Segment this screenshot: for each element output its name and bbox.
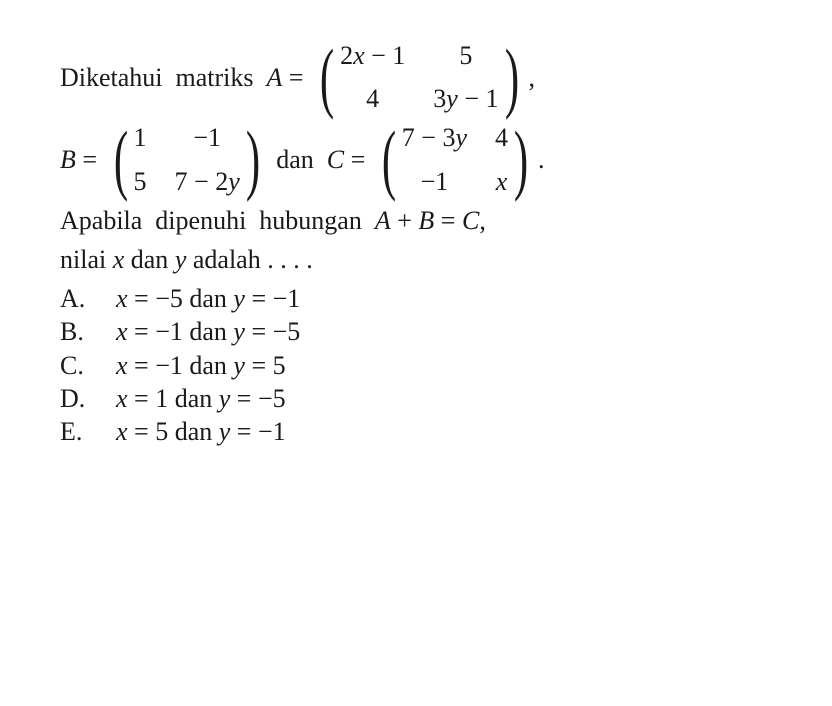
comma-1: , — [528, 62, 535, 93]
matrix-C-r1c1: 7 − 3y — [402, 122, 467, 153]
period-1: . — [538, 144, 545, 175]
equals-4: = — [434, 205, 462, 236]
option-text: x = 5 dan y = −1 — [116, 416, 286, 447]
option-label: D. — [60, 383, 96, 414]
matrix-C-r1c2: 4 — [495, 122, 508, 153]
text-diketahui: Diketahui matriks — [60, 62, 267, 93]
left-paren-icon: ( — [320, 44, 334, 110]
expr-B: B — [418, 205, 434, 236]
matrix-C: ( 7 − 3y 4 −1 x ) — [376, 122, 534, 196]
option-text: x = −5 dan y = −1 — [116, 283, 300, 314]
option-label: B. — [60, 316, 96, 347]
left-paren-icon: ( — [382, 126, 396, 192]
option-e: E. x = 5 dan y = −1 — [60, 416, 772, 447]
matrix-A: ( 2x − 1 5 4 3y − 1 ) — [314, 40, 524, 114]
equals-2: = — [76, 144, 104, 175]
option-label: A. — [60, 283, 96, 314]
problem-line-1: Diketahui matriks A = ( 2x − 1 5 4 3y − … — [60, 40, 772, 114]
right-paren-icon: ) — [514, 126, 528, 192]
option-text: x = −1 dan y = 5 — [116, 350, 286, 381]
matrix-B-body: 1 −1 5 7 − 2y — [134, 122, 240, 196]
option-d: D. x = 1 dan y = −5 — [60, 383, 772, 414]
matrix-A-r1c1: 2x − 1 — [340, 40, 405, 71]
problem-line-4: nilai x dan y adalah . . . . — [60, 244, 772, 275]
matrix-B-r1c1: 1 — [134, 122, 147, 153]
right-paren-icon: ) — [504, 44, 518, 110]
option-text: x = 1 dan y = −5 — [116, 383, 286, 414]
expr-A: A — [375, 205, 391, 236]
plus: + — [391, 205, 419, 236]
var-y: y — [175, 244, 187, 275]
text-apabila: Apabila dipenuhi hubungan — [60, 205, 375, 236]
matrix-A-r2c1: 4 — [340, 83, 405, 114]
matrix-B: ( 1 −1 5 7 − 2y ) — [108, 122, 266, 196]
option-label: C. — [60, 350, 96, 381]
answer-options: A. x = −5 dan y = −1 B. x = −1 dan y = −… — [60, 283, 772, 447]
comma-2: , — [479, 205, 486, 236]
option-b: B. x = −1 dan y = −5 — [60, 316, 772, 347]
matrix-C-body: 7 − 3y 4 −1 x — [402, 122, 508, 196]
option-a: A. x = −5 dan y = −1 — [60, 283, 772, 314]
right-paren-icon: ) — [246, 126, 260, 192]
matrix-A-body: 2x − 1 5 4 3y − 1 — [340, 40, 498, 114]
text-nilai: nilai — [60, 244, 113, 275]
equals-3: = — [344, 144, 372, 175]
text-adalah: adalah . . . . — [186, 244, 312, 275]
var-B: B — [60, 144, 76, 175]
matrix-C-r2c2: x — [495, 166, 508, 197]
var-C: C — [327, 144, 344, 175]
problem-line-3: Apabila dipenuhi hubungan A + B = C , — [60, 205, 772, 236]
expr-C: C — [462, 205, 479, 236]
var-A: A — [267, 62, 283, 93]
option-text: x = −1 dan y = −5 — [116, 316, 300, 347]
option-c: C. x = −1 dan y = 5 — [60, 350, 772, 381]
var-x: x — [113, 244, 125, 275]
problem-line-2: B = ( 1 −1 5 7 − 2y ) dan C = ( 7 − 3y 4… — [60, 122, 772, 196]
matrix-B-r2c1: 5 — [134, 166, 147, 197]
equals-1: = — [282, 62, 310, 93]
text-dan-2: dan — [124, 244, 175, 275]
option-label: E. — [60, 416, 96, 447]
text-dan: dan — [270, 144, 327, 175]
matrix-B-r1c2: −1 — [175, 122, 240, 153]
matrix-A-r1c2: 5 — [433, 40, 498, 71]
matrix-B-r2c2: 7 − 2y — [175, 166, 240, 197]
matrix-C-r2c1: −1 — [402, 166, 467, 197]
matrix-A-r2c2: 3y − 1 — [433, 83, 498, 114]
left-paren-icon: ( — [113, 126, 127, 192]
